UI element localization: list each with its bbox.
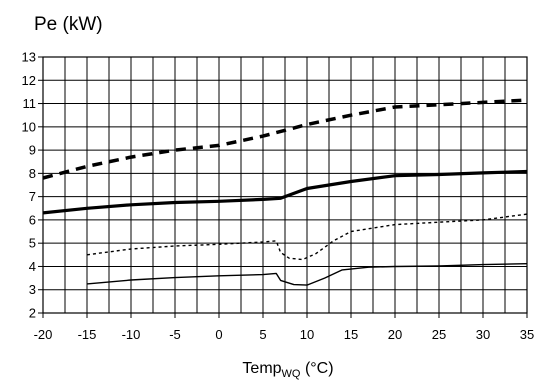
x-axis-title-subscript: WQ [282, 368, 301, 380]
y-tick-label: 9 [29, 143, 36, 158]
x-tick-label: 25 [432, 327, 446, 342]
x-tick-label: -10 [122, 327, 141, 342]
x-tick-label: -15 [78, 327, 97, 342]
y-tick-label: 8 [29, 166, 36, 181]
x-axis-title-main: Temp [242, 360, 281, 377]
y-tick-label: 2 [29, 306, 36, 321]
y-tick-label: 3 [29, 282, 36, 297]
x-tick-label: 30 [476, 327, 490, 342]
y-tick-labels: 2 3 4 5 6 7 8 9 10 11 12 13 [22, 50, 36, 321]
x-axis-title-unit: (°C) [301, 360, 334, 377]
x-tick-label: 10 [300, 327, 314, 342]
y-tick-label: 13 [22, 50, 36, 65]
y-tick-label: 4 [29, 259, 36, 274]
y-tick-label: 5 [29, 236, 36, 251]
x-tick-label: 0 [215, 327, 222, 342]
x-tick-labels: -20 -15 -10 -5 0 5 10 15 20 25 30 35 [34, 327, 535, 342]
x-tick-label: 5 [259, 327, 266, 342]
y-tick-label: 12 [22, 73, 36, 88]
x-tick-label: 35 [520, 327, 534, 342]
chart-title: Pe (kW) [34, 14, 103, 35]
y-tick-label: 10 [22, 119, 36, 134]
y-tick-label: 6 [29, 212, 36, 227]
y-tick-label: 11 [23, 96, 37, 111]
plot-frame [42, 56, 528, 314]
y-tick-label: 7 [29, 189, 36, 204]
axes [38, 56, 528, 318]
series-line-thin-solid [86, 263, 528, 286]
x-axis-title: TempWQ (°C) [242, 360, 333, 380]
x-tick-label: -20 [34, 327, 53, 342]
series-line-thick-solid [42, 169, 528, 215]
x-tick-label: 20 [388, 327, 402, 342]
series-line-thin-dotted [86, 213, 528, 261]
x-tick-label: -5 [169, 327, 181, 342]
x-tick-label: 15 [344, 327, 358, 342]
series-lines [42, 98, 528, 286]
series-line-thick-dashed [42, 98, 528, 180]
grid [43, 57, 527, 313]
